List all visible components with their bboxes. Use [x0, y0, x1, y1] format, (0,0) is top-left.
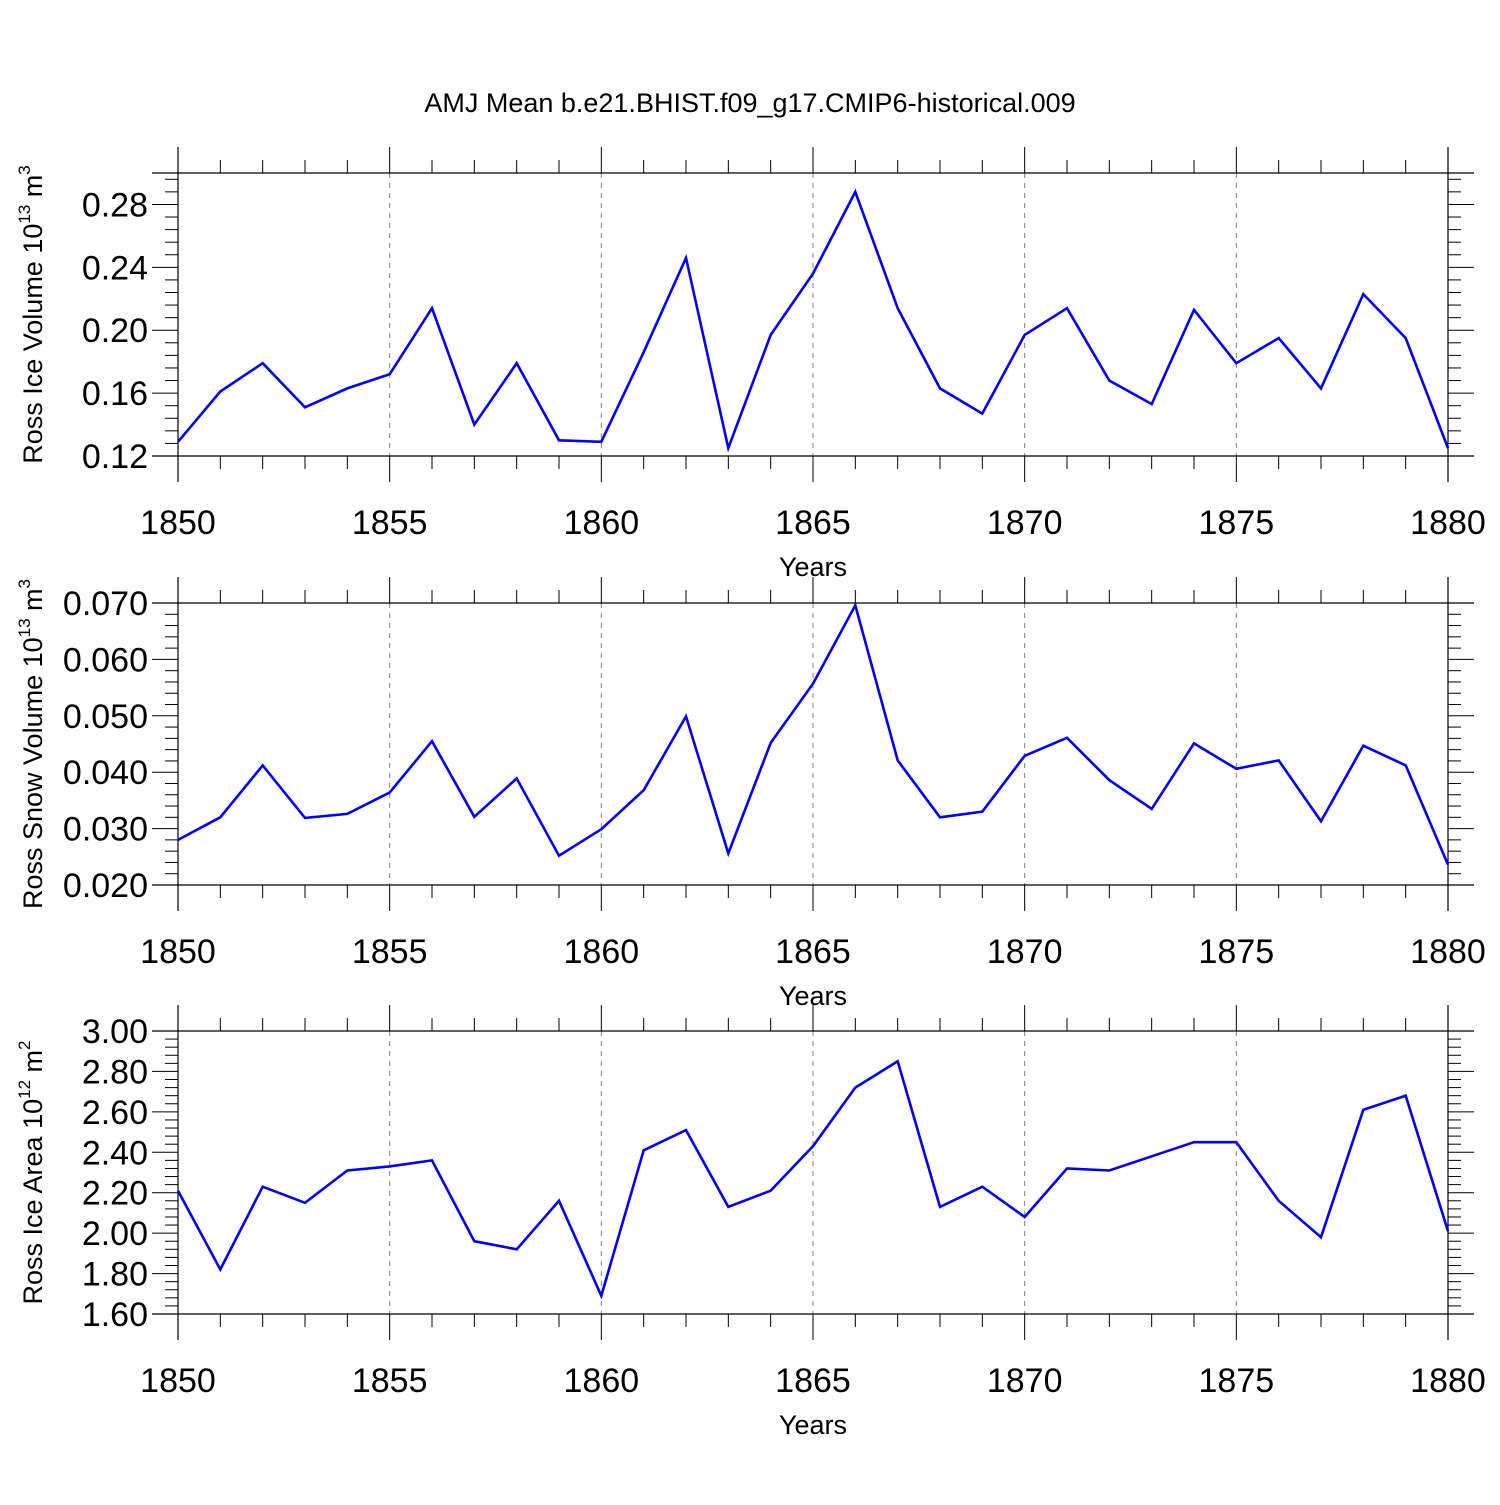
- y-tick-label: 2.60: [82, 1094, 148, 1132]
- y-axis-label-superscript: 3: [15, 165, 34, 174]
- x-tick-label: 1875: [1199, 504, 1275, 542]
- series-line-1: [177, 188, 1450, 453]
- y-tick-label: 0.28: [82, 186, 148, 224]
- y-tick-label: 0.16: [82, 375, 148, 413]
- x-tick-label: 1850: [140, 1362, 216, 1400]
- series-line-1: [177, 601, 1450, 866]
- x-tick-label: 1860: [564, 1362, 640, 1400]
- y-tick-label: 1.80: [82, 1256, 148, 1294]
- y-axis-label-text: Ross Ice Area 10: [18, 1099, 48, 1305]
- y-tick-label: 0.020: [63, 867, 148, 905]
- y-tick-label: 0.20: [82, 312, 148, 350]
- y-axis-label-text: Ross Snow Volume 10: [18, 637, 48, 909]
- y-tick-label: 3.00: [82, 1013, 148, 1051]
- x-tick-label: 1870: [987, 933, 1063, 971]
- y-axis-label-text: Ross Ice Volume 10: [18, 224, 48, 464]
- y-tick-label: 0.030: [63, 811, 148, 849]
- y-axis-label: Ross Snow Volume 1013 m3: [15, 579, 48, 909]
- x-tick-label: 1875: [1199, 933, 1275, 971]
- panel-1: 0.12 0.16 0.20 0.24 0.28 1850 1855 1860 1865 1870…: [15, 147, 1486, 582]
- x-tick-label: 1880: [1410, 933, 1486, 971]
- y-axis-label: Ross Ice Volume 1013 m3: [15, 165, 48, 464]
- series-line-1: [176, 1059, 1450, 1300]
- y-tick-label: 2.20: [82, 1175, 148, 1213]
- y-tick-label: 0.050: [63, 698, 148, 736]
- x-tick-label: 1875: [1199, 1362, 1275, 1400]
- y-tick-label: 0.24: [82, 249, 148, 287]
- y-axis-label-superscript: 13: [15, 205, 34, 224]
- x-tick-label: 1850: [140, 933, 216, 971]
- y-axis-label-superscript: 12: [15, 1080, 34, 1099]
- y-axis-label-text: m: [18, 1050, 48, 1080]
- y-tick-label: 1.60: [82, 1296, 148, 1334]
- y-tick-label: 2.40: [82, 1134, 148, 1172]
- x-tick-label: 1880: [1410, 1362, 1486, 1400]
- x-tick-label: 1855: [352, 933, 428, 971]
- y-tick-label: 2.00: [82, 1215, 148, 1253]
- y-axis-label-text: m: [18, 175, 48, 205]
- y-tick-label: 0.070: [63, 585, 148, 623]
- x-tick-label: 1870: [987, 504, 1063, 542]
- y-axis-label-superscript: 13: [15, 618, 34, 637]
- y-tick-label: 0.040: [63, 754, 148, 792]
- x-axis-label: Years: [779, 1410, 847, 1440]
- x-tick-label: 1865: [775, 504, 851, 542]
- x-tick-label: 1860: [564, 933, 640, 971]
- x-tick-label: 1855: [352, 504, 428, 542]
- x-tick-label: 1860: [564, 504, 640, 542]
- y-tick-label: 0.12: [82, 438, 148, 476]
- x-tick-label: 1870: [987, 1362, 1063, 1400]
- panel-3: 1.601.802.002.202.402.602.803.00 1850 1855…: [15, 1005, 1486, 1440]
- x-tick-label: 1880: [1410, 504, 1486, 542]
- x-tick-label: 1850: [140, 504, 216, 542]
- chart-title: AMJ Mean b.e21.BHIST.f09_g17.CMIP6-histo…: [424, 88, 1075, 118]
- y-axis-label-superscript: 2: [15, 1040, 34, 1049]
- panel-2: 0.020 0.030 0.040 0.050 0.060 0.070 1850 1855 18…: [15, 577, 1486, 1011]
- x-tick-label: 1865: [775, 933, 851, 971]
- y-tick-label: 0.060: [63, 641, 148, 679]
- x-tick-label: 1865: [775, 1362, 851, 1400]
- x-tick-label: 1855: [352, 1362, 428, 1400]
- y-axis-label: Ross Ice Area 1012 m2: [15, 1040, 48, 1304]
- y-axis-label-text: m: [18, 588, 48, 618]
- y-tick-label: 2.80: [82, 1053, 148, 1091]
- y-axis-label-superscript: 3: [15, 579, 34, 588]
